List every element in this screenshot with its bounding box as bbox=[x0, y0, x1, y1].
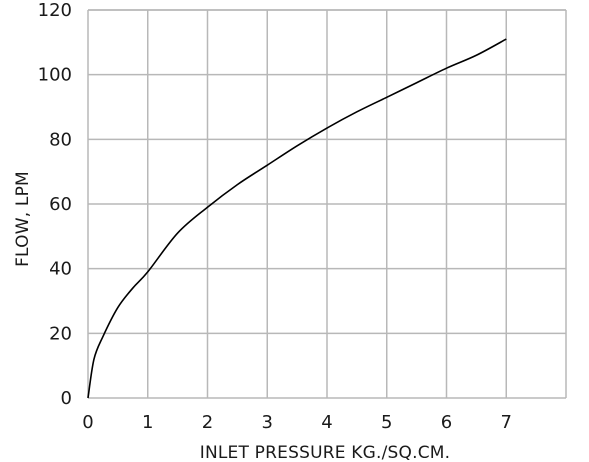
y-tick-label: 80 bbox=[49, 129, 72, 150]
series-layer bbox=[87, 38, 507, 399]
x-axis-title: INLET PRESSURE KG./SQ.CM. bbox=[200, 443, 451, 462]
x-tick-labels: 0 1 2 3 4 5 6 7 bbox=[82, 412, 512, 433]
y-axis-title: FLOW, LPM bbox=[13, 171, 33, 267]
x-tick-label: 4 bbox=[321, 412, 332, 433]
y-tick-label: 120 bbox=[38, 0, 72, 21]
grid bbox=[87, 9, 567, 399]
x-tick-label: 3 bbox=[262, 412, 273, 433]
y-tick-label: 60 bbox=[49, 194, 72, 215]
flow-curve bbox=[87, 38, 507, 399]
y-tick-label: 20 bbox=[49, 323, 72, 344]
y-tick-label: 40 bbox=[49, 259, 72, 280]
x-tick-label: 2 bbox=[202, 412, 213, 433]
x-tick-label: 1 bbox=[142, 412, 153, 433]
y-tick-labels: 0 20 40 60 80 100 120 bbox=[38, 0, 72, 409]
x-tick-label: 7 bbox=[501, 412, 512, 433]
x-tick-label: 5 bbox=[381, 412, 392, 433]
x-tick-label: 6 bbox=[441, 412, 452, 433]
y-tick-label: 100 bbox=[38, 65, 72, 86]
y-tick-label: 0 bbox=[61, 388, 72, 409]
x-tick-label: 0 bbox=[82, 412, 93, 433]
